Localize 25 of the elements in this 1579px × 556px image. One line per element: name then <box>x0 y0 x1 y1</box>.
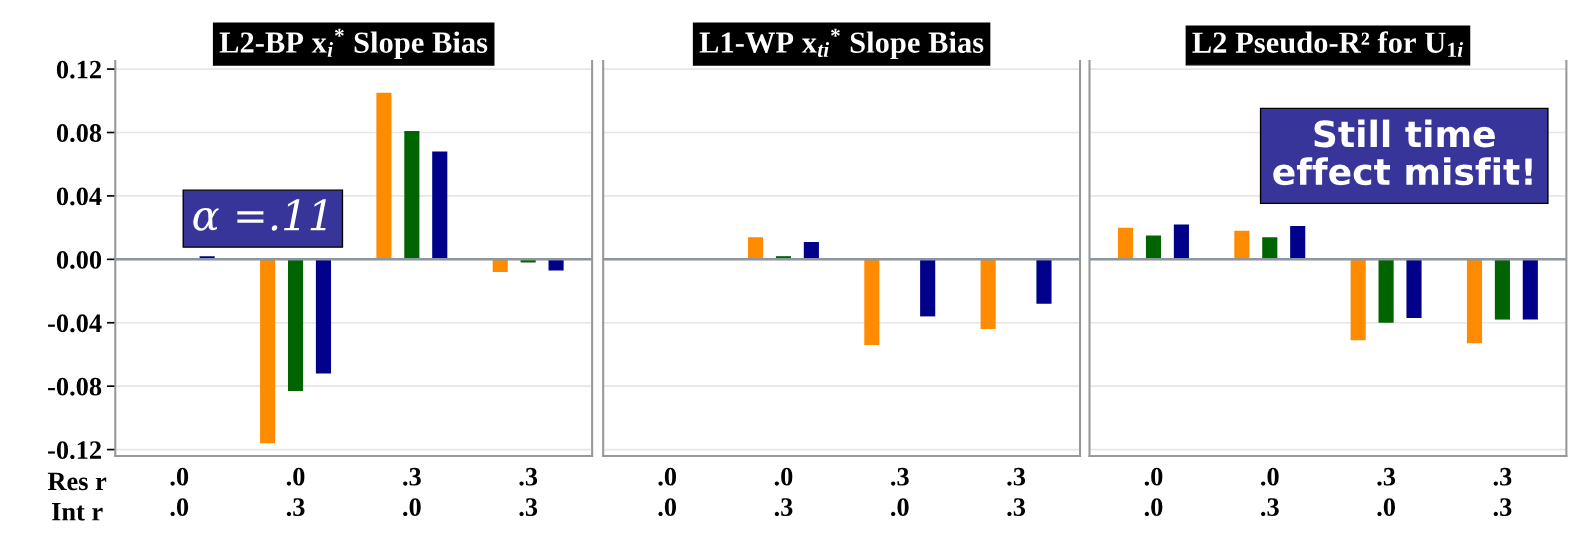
x-tick-label: .3 .0 <box>1377 467 1396 517</box>
y-tick-label: 0.08 <box>56 124 102 143</box>
x-tick-label: .0 .0 <box>170 467 189 517</box>
y-tick-label: 0.00 <box>56 250 102 269</box>
y-tick-label: 0.04 <box>56 187 102 206</box>
x-tick-label: .0 .0 <box>658 467 677 517</box>
text: Res r Int r <box>47 472 107 521</box>
x-tick-label: .3 .0 <box>891 467 909 517</box>
x-tick-label: .0 .3 <box>286 467 305 517</box>
y-tick-label: -0.08 <box>48 377 102 396</box>
y-tick-label: -0.12 <box>48 441 101 460</box>
x-tick-label: .3 .0 <box>403 467 421 517</box>
annotation: Still time effect misfit! <box>1273 119 1532 186</box>
chart-title: L2 Pseudo-R² for U$_{1i}$ <box>1192 31 1464 57</box>
x-tick-label: .0 .3 <box>774 467 793 517</box>
chart-title: L2-BP x$_{i}$$^{*}$ Slope Bias <box>219 28 488 60</box>
x-tick-label: .3 .3 <box>1493 467 1512 517</box>
chart-title: L1-WP x$_{ti}$$^{*}$ Slope Bias <box>699 28 984 60</box>
x-tick-label: .3 .3 <box>1007 467 1026 517</box>
y-tick-label: -0.04 <box>48 314 102 333</box>
y-tick-label: 0.12 <box>56 60 101 79</box>
x-tick-label: .3 .3 <box>519 467 538 517</box>
x-tick-label: .0 .0 <box>1144 467 1163 517</box>
x-tick-label: .0 .3 <box>1261 467 1279 517</box>
annotation: α =.11 <box>193 199 326 231</box>
